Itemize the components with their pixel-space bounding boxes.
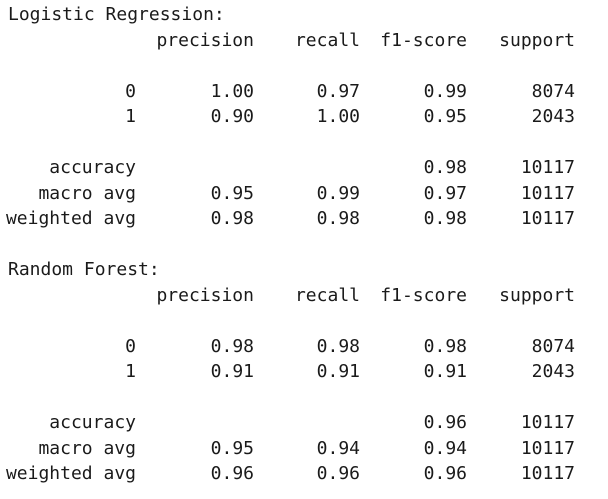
blank-line bbox=[8, 385, 600, 411]
header-f1-score: f1-score bbox=[380, 284, 467, 306]
row-label: macro avg bbox=[38, 182, 136, 204]
f1-value: 0.95 bbox=[423, 106, 467, 127]
recall-value: 0.98 bbox=[316, 335, 360, 357]
report-title: Random Forest: bbox=[8, 259, 160, 280]
table-row: accuracy 0.98 10117 bbox=[8, 155, 600, 181]
f1-value: 0.97 bbox=[423, 182, 467, 204]
f1-value: 0.94 bbox=[423, 437, 467, 459]
header-recall: recall bbox=[294, 284, 360, 306]
row-label: macro avg bbox=[38, 437, 136, 459]
row-label: accuracy bbox=[49, 412, 136, 433]
table-row: 1 0.91 0.91 0.91 2043 bbox=[8, 359, 600, 385]
precision-value: 0.95 bbox=[210, 437, 254, 459]
recall-value: 0.99 bbox=[316, 182, 360, 204]
header-support: support bbox=[499, 29, 575, 51]
row-label: 1 bbox=[125, 106, 136, 127]
row-label: weighted avg bbox=[5, 208, 136, 229]
table-row: 0 1.00 0.97 0.99 8074 bbox=[8, 79, 600, 105]
header-row: precision recall f1-score support bbox=[8, 283, 600, 309]
support-value: 10117 bbox=[520, 182, 575, 204]
recall-value: 0.97 bbox=[316, 80, 360, 102]
precision-value: 0.98 bbox=[210, 335, 254, 357]
f1-value: 0.96 bbox=[423, 412, 467, 433]
recall-value: 1.00 bbox=[316, 106, 360, 127]
table-row: macro avg 0.95 0.99 0.97 10117 bbox=[8, 181, 600, 207]
recall-value: 0.96 bbox=[316, 463, 360, 484]
header-precision: precision bbox=[156, 29, 254, 51]
support-value: 10117 bbox=[520, 157, 575, 178]
precision-value: 0.91 bbox=[210, 361, 254, 382]
f1-value: 0.98 bbox=[423, 157, 467, 178]
support-value: 2043 bbox=[531, 106, 575, 127]
support-value: 10117 bbox=[520, 437, 575, 459]
f1-value: 0.98 bbox=[423, 208, 467, 229]
header-recall: recall bbox=[294, 29, 360, 51]
blank-line bbox=[8, 308, 600, 334]
precision-value: 0.98 bbox=[210, 208, 254, 229]
random-forest-report: Random Forest: precision recall f1-score… bbox=[5, 257, 600, 487]
table-row: weighted avg 0.96 0.96 0.96 10117 bbox=[5, 461, 600, 487]
f1-value: 0.96 bbox=[423, 463, 467, 484]
logistic-regression-report: Logistic Regression: precision recall f1… bbox=[5, 2, 600, 232]
f1-value: 0.91 bbox=[423, 361, 467, 382]
header-row: precision recall f1-score support bbox=[8, 28, 600, 54]
row-label: accuracy bbox=[49, 157, 136, 178]
precision-value: 0.95 bbox=[210, 182, 254, 204]
row-label: 0 bbox=[125, 335, 136, 357]
row-label: weighted avg bbox=[5, 463, 136, 484]
table-row: macro avg 0.95 0.94 0.94 10117 bbox=[8, 436, 600, 462]
header-f1-score: f1-score bbox=[380, 29, 467, 51]
table-row: accuracy 0.96 10117 bbox=[8, 410, 600, 436]
precision-value: 0.90 bbox=[210, 106, 254, 127]
header-support: support bbox=[499, 284, 575, 306]
recall-value: 0.91 bbox=[316, 361, 360, 382]
report-title: Logistic Regression: bbox=[8, 4, 225, 25]
support-value: 2043 bbox=[531, 361, 575, 382]
precision-value: 1.00 bbox=[210, 80, 254, 102]
blank-line bbox=[8, 130, 600, 156]
table-row: 0 0.98 0.98 0.98 8074 bbox=[8, 334, 600, 360]
support-value: 8074 bbox=[531, 335, 575, 357]
f1-value: 0.99 bbox=[423, 80, 467, 102]
recall-value: 0.98 bbox=[316, 208, 360, 229]
support-value: 8074 bbox=[531, 80, 575, 102]
recall-value: 0.94 bbox=[316, 437, 360, 459]
table-row: weighted avg 0.98 0.98 0.98 10117 bbox=[5, 206, 600, 232]
support-value: 10117 bbox=[520, 208, 575, 229]
table-row: 1 0.90 1.00 0.95 2043 bbox=[8, 104, 600, 130]
precision-value: 0.96 bbox=[210, 463, 254, 484]
row-label: 0 bbox=[125, 80, 136, 102]
blank-line bbox=[8, 53, 600, 79]
header-precision: precision bbox=[156, 284, 254, 306]
row-label: 1 bbox=[125, 361, 136, 382]
support-value: 10117 bbox=[520, 463, 575, 484]
support-value: 10117 bbox=[520, 412, 575, 433]
f1-value: 0.98 bbox=[423, 335, 467, 357]
